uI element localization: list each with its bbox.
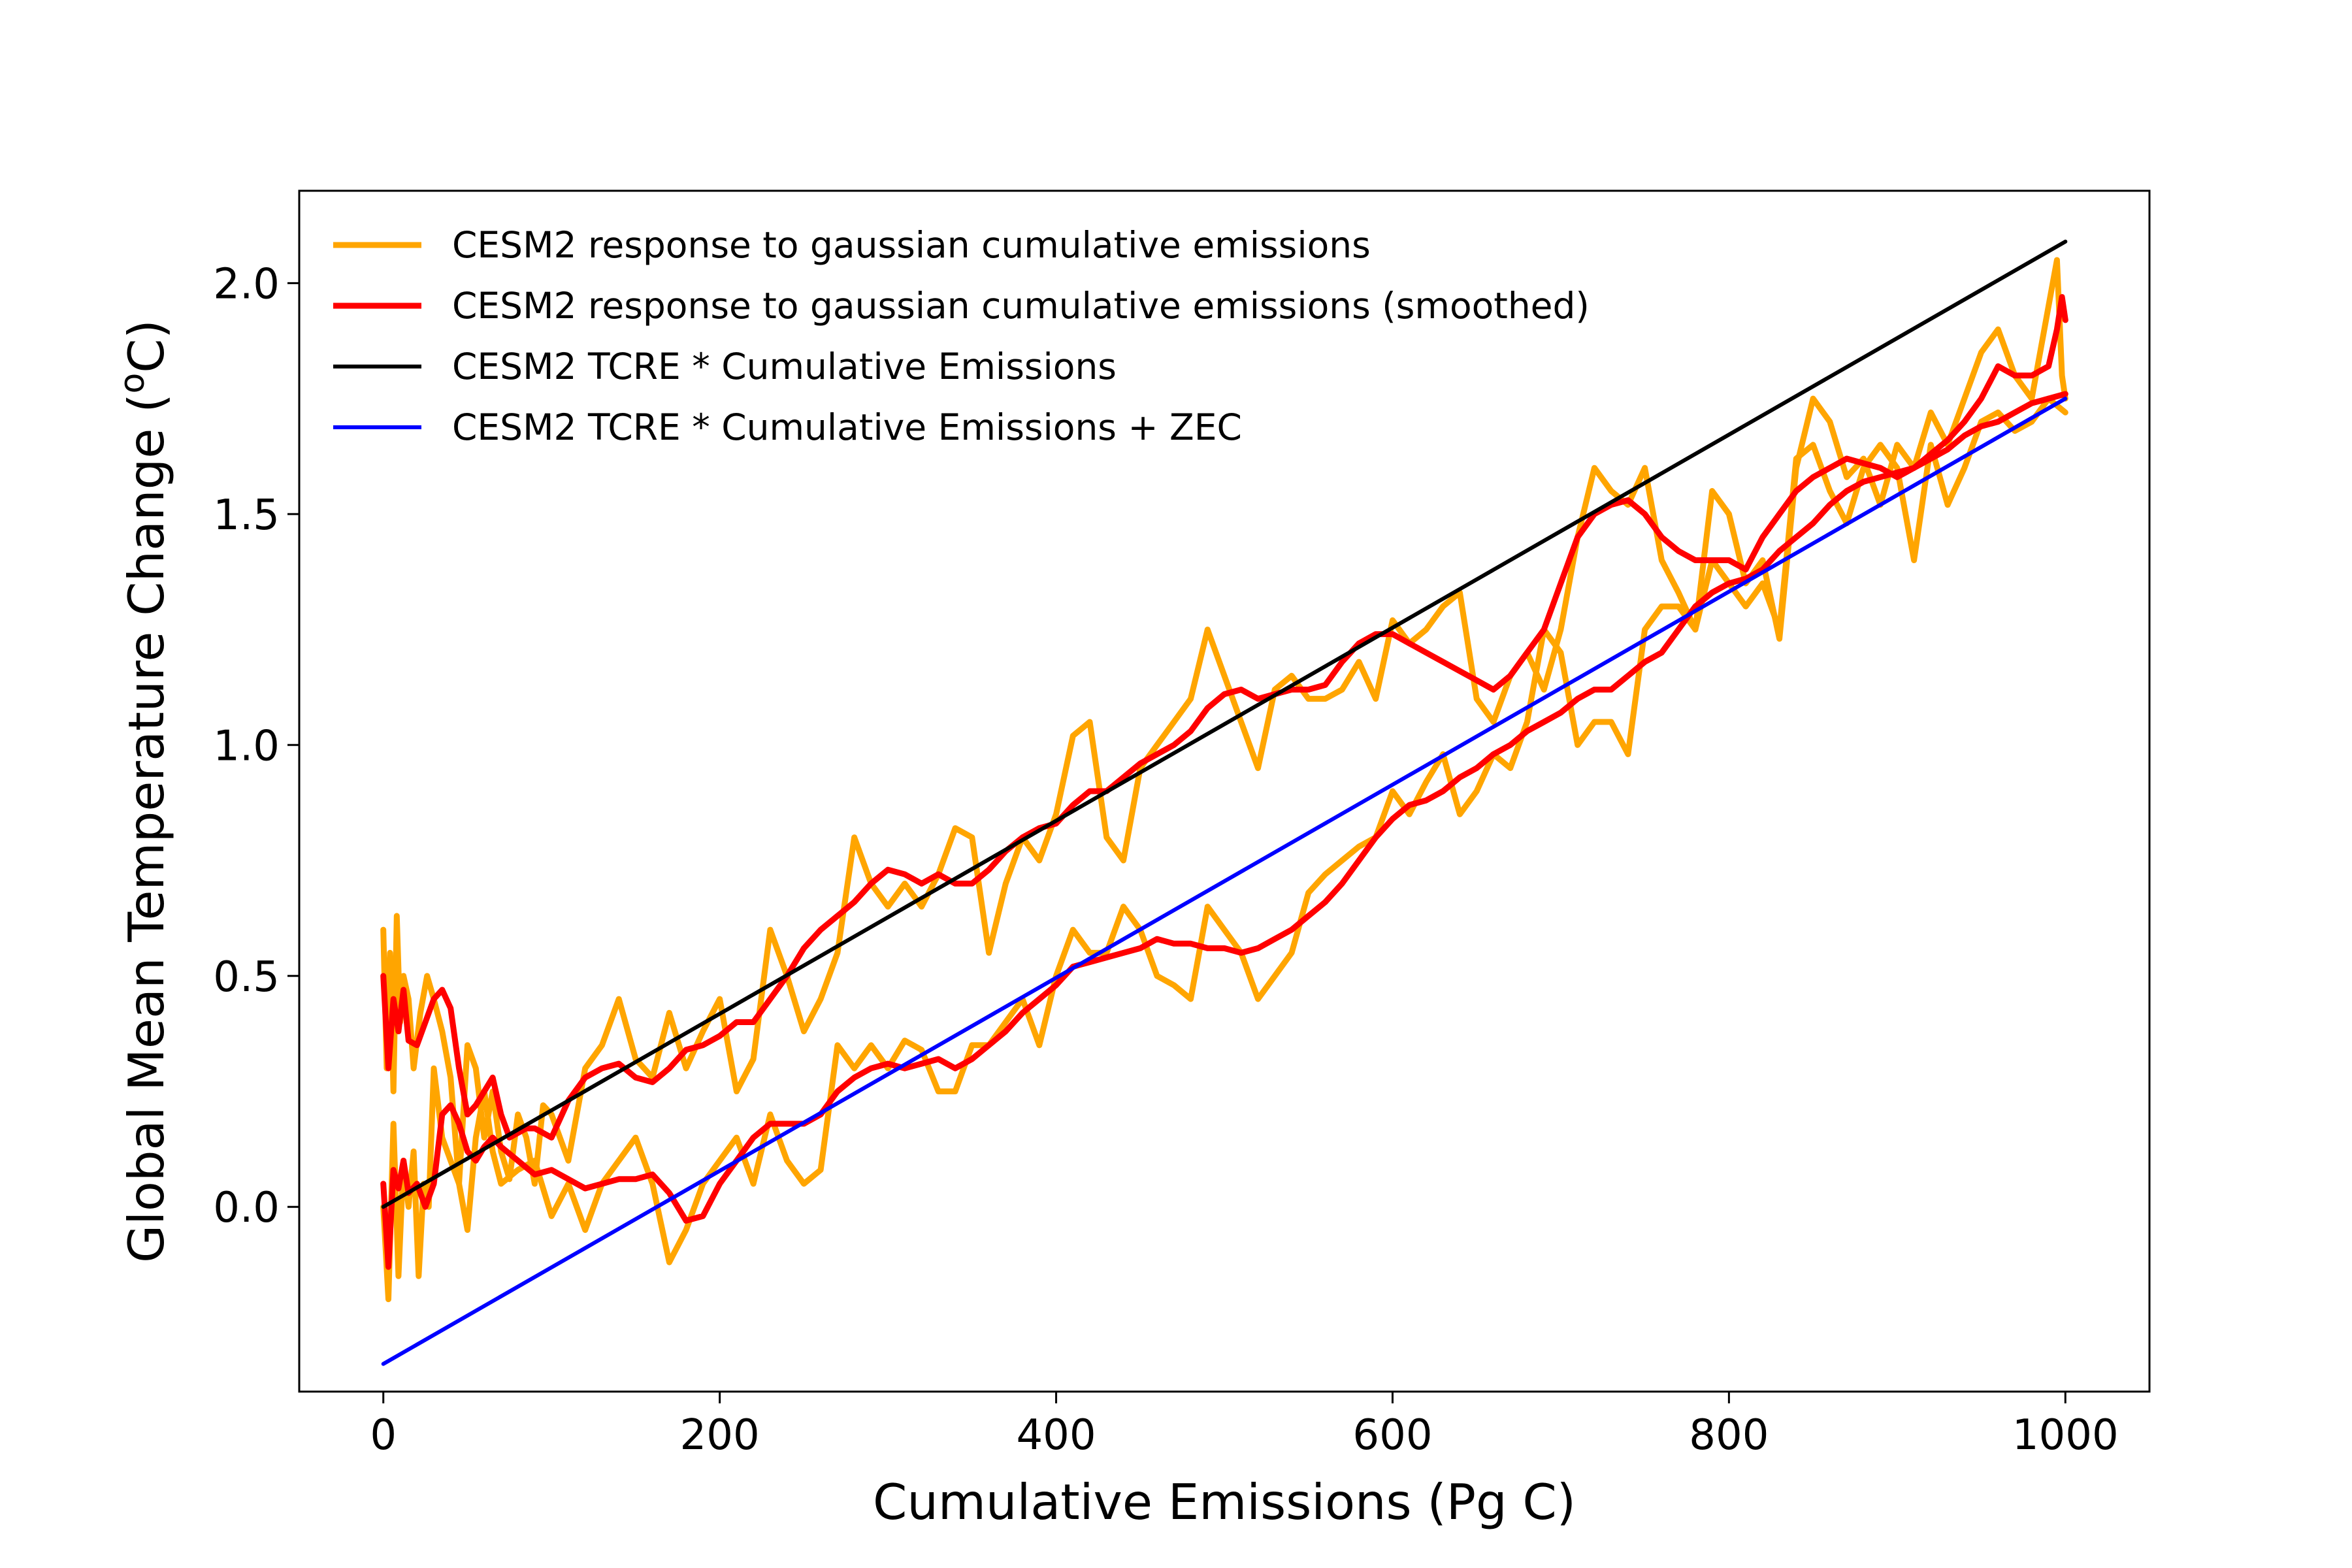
series-line-2-segment-0 bbox=[381, 239, 2068, 1209]
x-axis-label: Cumulative Emissions (Pg C) bbox=[873, 1473, 1576, 1531]
series-line-0-segment-1 bbox=[380, 395, 2068, 1303]
series-line-3-segment-0 bbox=[381, 397, 2068, 1366]
plot-lines bbox=[380, 239, 2068, 1366]
x-tick-label: 800 bbox=[1689, 1411, 1769, 1460]
y-axis-label-end: C) bbox=[118, 319, 175, 373]
y-axis-label-superscript: o bbox=[113, 373, 152, 394]
y-axis-label-main: Global Mean Temperature Change ( bbox=[118, 394, 175, 1263]
x-tick-label: 600 bbox=[1352, 1411, 1432, 1460]
plot-frame bbox=[298, 189, 2151, 1393]
series-line-1-segment-0 bbox=[380, 294, 2068, 1141]
x-tick-label: 200 bbox=[680, 1411, 760, 1460]
legend-entry-label: CESM2 response to gaussian cumulative em… bbox=[452, 224, 1371, 266]
y-tick-label: 1.0 bbox=[213, 722, 280, 770]
y-tick-label: 0.5 bbox=[213, 953, 280, 1002]
legend-entry-label: CESM2 response to gaussian cumulative em… bbox=[452, 285, 1590, 327]
x-tick-label: 0 bbox=[370, 1411, 397, 1460]
y-axis-label: Global Mean Temperature Change (oC) bbox=[113, 319, 175, 1263]
series-line-1-segment-1 bbox=[380, 391, 2068, 1270]
legend-entry-label: CESM2 TCRE * Cumulative Emissions bbox=[452, 346, 1117, 387]
legend: CESM2 response to gaussian cumulative em… bbox=[333, 224, 1590, 448]
y-tick-label: 0.0 bbox=[213, 1184, 280, 1232]
x-tick-label: 400 bbox=[1016, 1411, 1096, 1460]
y-tick-label: 1.5 bbox=[213, 491, 280, 540]
y-axis: 0.0 0.5 1.0 1.5 2.0 bbox=[213, 260, 299, 1232]
y-tick-label: 2.0 bbox=[213, 260, 280, 308]
x-axis: 0 200 400 600 800 1000 bbox=[370, 1392, 2119, 1460]
series-line-0-segment-0 bbox=[380, 257, 2068, 1187]
legend-entry-label: CESM2 TCRE * Cumulative Emissions + ZEC bbox=[452, 406, 1242, 448]
x-tick-label: 1000 bbox=[2012, 1411, 2119, 1460]
